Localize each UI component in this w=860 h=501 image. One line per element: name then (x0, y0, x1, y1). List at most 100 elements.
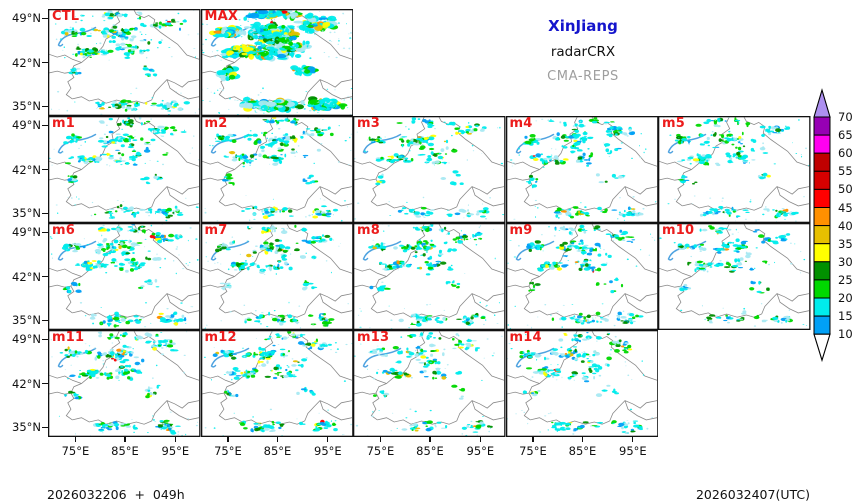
x-tick-label: 95°E (619, 444, 647, 458)
x-tick-label: 85°E (568, 444, 597, 458)
radar-map (505, 223, 658, 330)
y-tick (42, 231, 48, 233)
x-tick (174, 437, 176, 442)
colorbar-tick-label: 20 (838, 291, 853, 305)
lake-balkhash-outline (57, 347, 97, 368)
panel-m7: m7 (200, 223, 353, 330)
colorbar-segment (813, 225, 831, 245)
radar-map (200, 116, 353, 223)
y-tick (42, 17, 48, 19)
lake-balkhash-outline (210, 240, 249, 261)
radar-map (658, 223, 811, 330)
map-content (201, 117, 352, 222)
colorbar-tick-label: 70 (838, 110, 853, 124)
valid-time-block: 2026032407(UTC) 2026032415(CST) (640, 456, 810, 501)
panel-m2: m2 (200, 116, 353, 223)
x-tick (327, 437, 329, 442)
map-content (354, 224, 505, 329)
x-tick-label: 85°E (111, 444, 139, 458)
colorbar-tick-label: 55 (838, 164, 853, 179)
radar-echoes (506, 117, 656, 222)
radar-echoes (49, 224, 199, 328)
lake-balkhash-outline (210, 133, 249, 154)
y-tick (42, 124, 48, 126)
colorbar-segment (813, 152, 831, 172)
radar-echoes (49, 331, 199, 436)
colorbar-tick-label: 50 (838, 182, 853, 197)
colorbar-tick-label: 30 (838, 254, 853, 269)
radar-echoes (662, 117, 810, 222)
y-tick-label: 42°N (12, 162, 41, 177)
panel-label: CTL (52, 9, 80, 24)
panel-m9: m9 (505, 223, 658, 330)
panel-m14: m14 (505, 330, 658, 437)
map-content (201, 10, 352, 115)
panel-m6: m6 (48, 223, 201, 330)
panel-m1: m1 (48, 116, 201, 223)
panel-label: m6 (52, 223, 75, 238)
radar-echoes (354, 117, 505, 222)
y-tick-label: 42°N (12, 376, 41, 391)
colorbar-tick-label: 65 (838, 128, 853, 143)
x-tick-label: 85°E (263, 444, 292, 458)
y-tick-label: 49°N (12, 225, 41, 240)
panel-m13: m13 (353, 330, 506, 437)
x-tick (632, 437, 634, 442)
colorbar-segment (813, 188, 831, 209)
x-tick-label: 85°E (416, 444, 444, 458)
y-tick (42, 319, 48, 321)
map-content (49, 10, 200, 115)
y-tick (42, 168, 48, 171)
x-tick (227, 437, 229, 442)
radar-echoes (51, 10, 200, 115)
x-tick-label: 75°E (519, 444, 547, 458)
map-content (49, 224, 200, 328)
colorbar-tick-label: 15 (838, 309, 853, 324)
x-tick (532, 437, 534, 442)
map-content (49, 117, 200, 222)
x-tick (429, 437, 431, 442)
radar-map (505, 116, 658, 223)
y-tick-label: 42°N (12, 269, 41, 284)
panel-label: m1 (52, 116, 75, 131)
map-content (49, 331, 200, 436)
y-tick-label: 35°N (12, 313, 41, 328)
colorbar-segment (813, 279, 831, 299)
panel-m10: m10 (658, 223, 811, 330)
panel-label: m11 (52, 330, 85, 345)
radar-echoes (204, 224, 349, 329)
radar-map (48, 9, 201, 116)
colorbar-segment (813, 297, 831, 317)
y-tick-label: 35°N (12, 206, 41, 221)
radar-echoes (49, 117, 200, 222)
y-tick (42, 338, 48, 340)
panel-m12: m12 (200, 330, 353, 437)
x-tick-label: 75°E (214, 444, 242, 458)
radar-echoes (201, 331, 352, 436)
panel-m3: m3 (353, 116, 506, 223)
x-tick (74, 437, 77, 442)
x-tick-label: 95°E (314, 444, 342, 458)
colorbar-over-arrow (813, 88, 831, 118)
radar-map (200, 330, 353, 437)
colorbar-bar (813, 88, 831, 363)
panel-max: MAX (200, 9, 353, 116)
y-tick-label: 49°N (12, 118, 41, 133)
radar-echoes (659, 224, 808, 329)
y-tick-label: 49°N (12, 11, 41, 26)
y-tick-label: 35°N (12, 99, 41, 114)
panel-label: m13 (357, 330, 390, 345)
x-tick (581, 437, 584, 442)
colorbar-segment (813, 170, 831, 190)
init-time-block: 2026032206 + 049h 2026032214 + 049h (47, 456, 185, 501)
region-title: XinJiang (548, 17, 618, 35)
colorbar-segment (813, 243, 831, 263)
panel-label: m2 (204, 116, 228, 131)
colorbar-segment (813, 116, 831, 136)
map-content (201, 224, 352, 329)
panel-label: m7 (204, 223, 228, 238)
colorbar-tick-label: 60 (838, 146, 853, 161)
colorbar-under-arrow (813, 333, 831, 363)
map-content (506, 224, 657, 329)
radar-echoes (201, 10, 352, 115)
